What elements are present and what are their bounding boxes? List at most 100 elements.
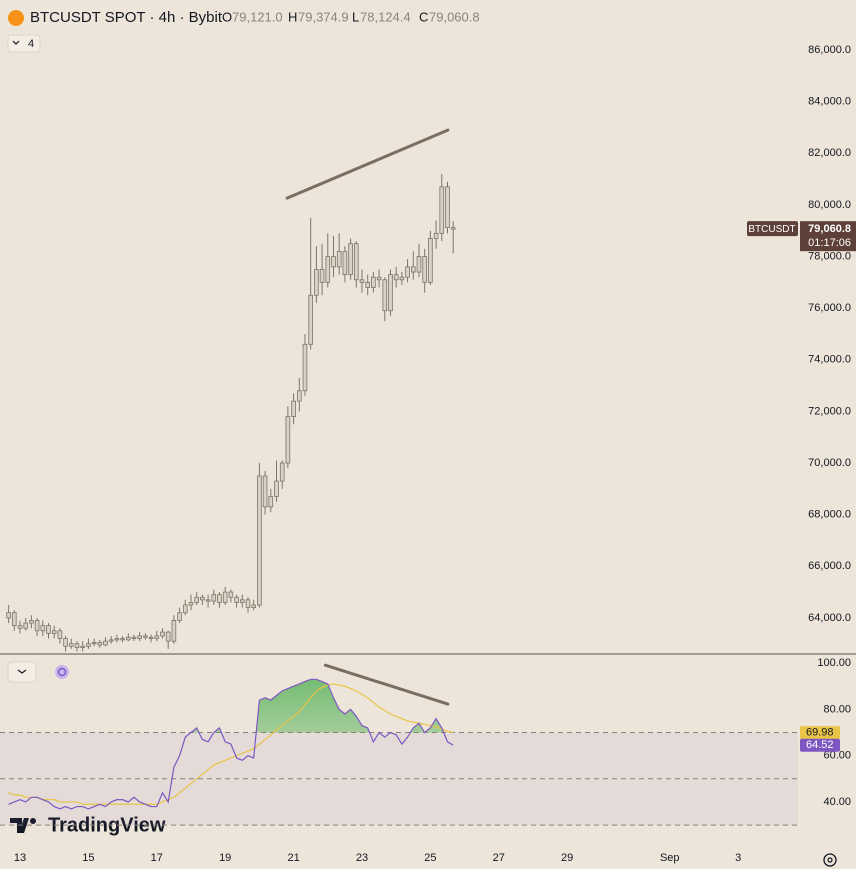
candle-body (86, 643, 91, 647)
series-line (8, 683, 454, 805)
y-tick-label: 80.00 (823, 703, 851, 715)
chevron-icon (17, 669, 27, 674)
candle-body (274, 480, 279, 497)
x-tick-label: 23 (356, 852, 368, 864)
x-tick-label: 13 (14, 852, 26, 864)
plot-area (0, 663, 798, 826)
candle-body (336, 250, 342, 268)
y-tick-label: 40.00 (823, 796, 851, 808)
x-tick-label: 3 (735, 852, 741, 864)
candle-body (302, 343, 308, 392)
candle-body (120, 638, 125, 641)
candle-body (63, 638, 68, 647)
candle-body (200, 596, 205, 601)
symbol-tag: BTCUSDT (748, 224, 795, 235)
pane-toggle[interactable] (7, 661, 37, 683)
logo-dot (30, 818, 36, 824)
y-tick-label: 66,000.0 (808, 560, 851, 572)
candle-body (228, 591, 234, 598)
ohlc-value: 79,374.9 (298, 9, 349, 24)
last-value: 69.98 (806, 726, 834, 738)
candle-body (439, 186, 445, 234)
y-tick-label: 64,000.0 (808, 612, 851, 624)
candle-body (148, 636, 154, 639)
candle-body (410, 266, 416, 273)
coin-icon (8, 10, 24, 26)
candle-body (325, 256, 331, 283)
candle-body (171, 620, 177, 642)
candle-body (23, 622, 29, 629)
candle-body (353, 243, 359, 281)
candle-body (342, 250, 348, 276)
ohlc-value: 79,060.8 (429, 9, 480, 24)
ohlc-label: O (222, 9, 232, 24)
candle-body (97, 642, 103, 646)
indicator-icon[interactable] (55, 665, 69, 679)
last-value-bg (800, 726, 840, 740)
last-price: 79,060.8 (808, 223, 851, 235)
ohlc-value: 78,124.4 (360, 9, 411, 24)
candle-body (376, 276, 382, 281)
ohlc-label: L (352, 9, 359, 24)
candle-body (319, 269, 325, 283)
ohlc-label: C (419, 9, 428, 24)
y-tick-label: 76,000.0 (808, 302, 851, 314)
candle-body (348, 243, 353, 276)
candle-body (285, 416, 291, 464)
candle-body (428, 238, 433, 283)
candle-body (211, 594, 217, 602)
candle-body (296, 390, 302, 402)
settings-icon-center (827, 857, 833, 863)
x-tick-label: 15 (82, 852, 94, 864)
indicator-icon-ring (57, 667, 67, 677)
candle-body (251, 604, 256, 608)
candle-body (165, 631, 171, 642)
trend-line (285, 128, 450, 200)
x-tick-label: Sep (660, 852, 680, 864)
candle-body (182, 604, 188, 614)
candle-body (393, 274, 399, 281)
candle-body (399, 276, 405, 281)
candle-body (422, 256, 427, 283)
candle-body (154, 635, 160, 639)
candle-body (188, 602, 194, 606)
x-tick-label: 21 (287, 852, 299, 864)
candle-body (46, 625, 51, 634)
candle-body (405, 266, 410, 278)
y-tick-label: 78,000.0 (808, 250, 851, 262)
y-tick-label: 100.00 (817, 657, 851, 669)
candle-body (194, 596, 200, 603)
y-tick-label: 86,000.0 (808, 44, 851, 56)
candle-body (205, 599, 211, 602)
ohlc-value: 79,121.0 (232, 9, 283, 24)
indicator-toggle[interactable] (7, 34, 41, 53)
y-tick-label: 80,000.0 (808, 199, 851, 211)
overbought-fill (8, 679, 454, 733)
candle-body (40, 625, 46, 632)
x-tick-label: 27 (493, 852, 505, 864)
candle-body (416, 256, 422, 273)
candle-body (257, 475, 262, 606)
candle-body (371, 276, 376, 288)
candle-body (126, 636, 131, 641)
candle-body (314, 269, 319, 296)
candle-body (262, 475, 268, 508)
candle-body (114, 638, 120, 641)
candle-body (103, 640, 108, 646)
candle-body (331, 256, 336, 268)
candle-body (6, 612, 11, 619)
candle-body (57, 630, 63, 639)
candle-body (11, 612, 17, 627)
candle-body (433, 232, 439, 239)
last-price-bg (800, 221, 856, 252)
candle-body (382, 279, 388, 312)
settings-icon[interactable] (823, 853, 837, 867)
y-tick-label: 60.00 (823, 750, 851, 762)
watermark: TradingView (48, 814, 166, 836)
candle-body (108, 639, 114, 642)
x-tick-label: 17 (151, 852, 163, 864)
candle-body (234, 596, 239, 603)
candle-body (222, 591, 228, 603)
